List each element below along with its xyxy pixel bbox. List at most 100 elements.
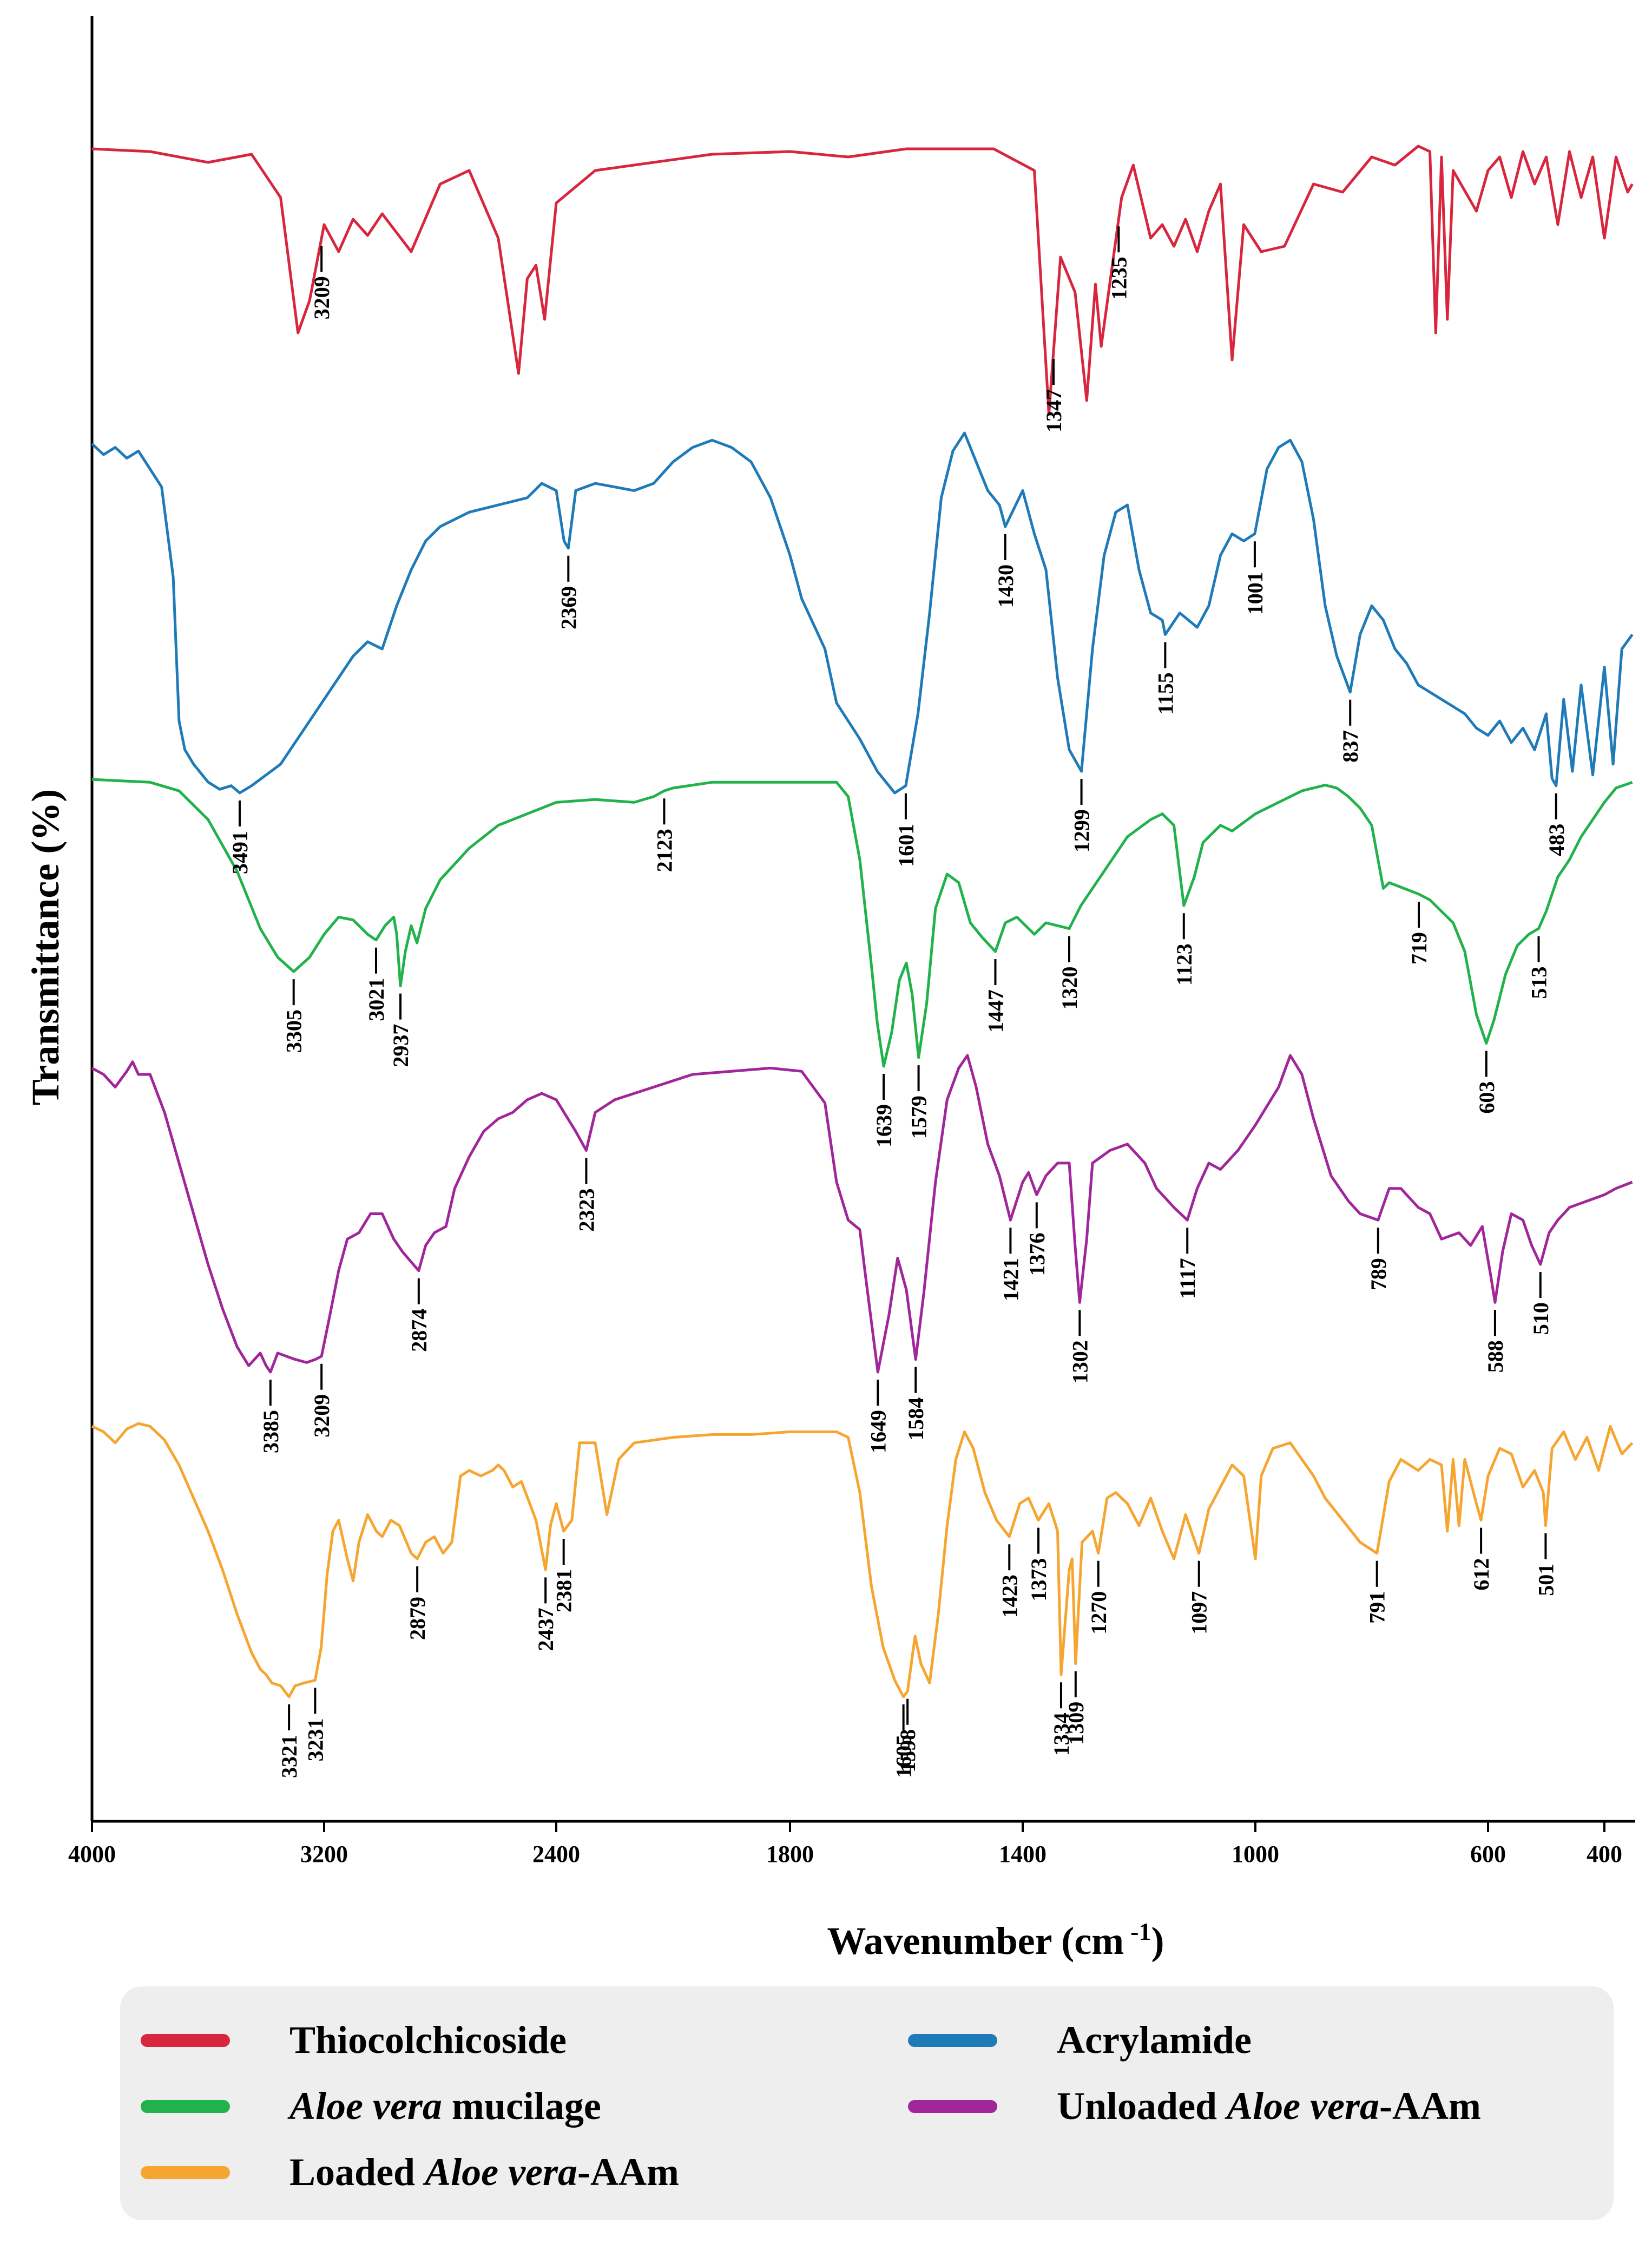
peak-label: 1334	[1049, 1713, 1074, 1756]
legend-item-aloe-vera-mucilage: Aloe vera mucilage	[141, 2084, 601, 2129]
peak-label: 1235	[1107, 257, 1131, 300]
peak-label: 510	[1529, 1302, 1553, 1335]
legend-item-unloaded-aloe-vera-aam: Unloaded Aloe vera-AAm	[908, 2084, 1481, 2129]
peak-label: 2369	[556, 586, 581, 629]
legend-label-rest: -AAm	[577, 2150, 679, 2194]
peak-label: 3209	[310, 1394, 334, 1438]
peak-label: 1117	[1175, 1258, 1200, 1299]
legend-label-loaded-aloe-vera-aam: Loaded Aloe vera-AAm	[289, 2150, 679, 2195]
peak-label: 1270	[1087, 1591, 1111, 1635]
peak-label: 3385	[259, 1410, 283, 1453]
x-tick-label: 2400	[532, 1841, 580, 1867]
legend-item-thiocolchicoside: Thiocolchicoside	[141, 2018, 567, 2063]
legend-label-italic: Aloe vera	[289, 2084, 442, 2128]
x-axis-title-base: Wavenumber (cm	[827, 1919, 1124, 1963]
peak-label: 791	[1365, 1591, 1390, 1624]
legend-swatch-acrylamide	[908, 2033, 997, 2047]
peak-label: 1601	[894, 824, 918, 867]
x-axis-title-sup: -1	[1130, 1918, 1151, 1945]
peak-label: 1421	[998, 1258, 1023, 1301]
peak-label: 3305	[282, 1009, 306, 1053]
legend-label-thiocolchicoside: Thiocolchicoside	[289, 2018, 567, 2062]
peak-label: 1447	[983, 989, 1008, 1033]
peak-label: 603	[1475, 1081, 1499, 1114]
peak-label: 1320	[1057, 967, 1082, 1010]
y-axis-title: Transmittance (%)	[24, 789, 67, 1106]
peak-label: 513	[1527, 967, 1551, 999]
peak-label: 3321	[277, 1735, 301, 1778]
series-line-acrylamide	[91, 431, 1634, 795]
legend-label-acrylamide: Acrylamide	[1057, 2018, 1252, 2062]
legend: Thiocolchicoside Acrylamide Aloe vera mu…	[120, 1986, 1614, 2220]
peak-annotations: 3209 1347 1235 3491 2369 1601 1430 1299 1155 1001…	[228, 226, 1569, 1778]
peak-label: 2437	[534, 1608, 558, 1651]
legend-swatch-loaded-aloe-vera-aam	[141, 2166, 230, 2179]
peak-label: 1605	[892, 1735, 916, 1778]
peak-label: 1155	[1153, 672, 1177, 714]
peak-label: 1649	[866, 1410, 890, 1453]
series-line-unloaded-aloe-vera-aam	[91, 1054, 1633, 1374]
peak-label: 1347	[1042, 389, 1066, 432]
series-line-aloe-vera-mucilage	[91, 778, 1633, 1068]
x-tick-label: 4000	[68, 1841, 116, 1867]
peak-label: 1001	[1243, 572, 1267, 615]
peak-label: 2123	[652, 829, 676, 872]
x-ticks: 4000 3200 2400 1800 1400 1000 600 400	[68, 1821, 1622, 1867]
x-axis-title-close: )	[1151, 1919, 1164, 1963]
peak-label: 3231	[303, 1718, 327, 1761]
legend-swatch-unloaded-aloe-vera-aam	[908, 2099, 997, 2113]
peak-label: 837	[1338, 730, 1363, 763]
peak-label: 2381	[552, 1569, 576, 1612]
peak-label: 1373	[1026, 1558, 1051, 1602]
ftir-chart: 3209 1347 1235 3491 2369 1601 1430 1299 1155 1001…	[24, 16, 1635, 1963]
peak-label: 588	[1483, 1340, 1508, 1373]
legend-swatch-thiocolchicoside	[141, 2033, 230, 2047]
peak-label: 1579	[907, 1095, 931, 1139]
legend-label-italic: Aloe vera	[425, 2150, 577, 2194]
peak-label: 1302	[1068, 1340, 1092, 1383]
peak-label: 501	[1533, 1564, 1558, 1596]
peak-label: 3491	[228, 831, 252, 874]
x-tick-label: 1400	[999, 1841, 1047, 1867]
legend-label-lead: Unloaded	[1057, 2084, 1227, 2128]
legend-label-rest: mucilage	[442, 2084, 601, 2128]
legend-item-acrylamide: Acrylamide	[908, 2018, 1252, 2063]
series-line-thiocolchicoside	[91, 145, 1634, 416]
peak-label: 1584	[904, 1397, 928, 1441]
peak-label: 1376	[1025, 1232, 1049, 1276]
peak-label: 2937	[389, 1024, 413, 1067]
peak-label: 1097	[1187, 1591, 1212, 1635]
peak-label: 483	[1544, 824, 1569, 856]
peak-label: 3209	[310, 276, 334, 319]
peak-label: 612	[1469, 1558, 1493, 1591]
peak-label: 1598	[896, 1729, 920, 1773]
peak-label: 1639	[872, 1104, 896, 1147]
peak-label: 1299	[1070, 809, 1094, 852]
legend-label-aloe-vera-mucilage: Aloe vera mucilage	[289, 2084, 601, 2129]
legend-item-loaded-aloe-vera-aam: Loaded Aloe vera-AAm	[141, 2150, 679, 2195]
legend-swatch-aloe-vera-mucilage	[141, 2099, 230, 2113]
legend-label-italic: Aloe vera	[1227, 2084, 1380, 2128]
peak-label: 789	[1366, 1258, 1391, 1290]
axes	[90, 16, 1635, 1823]
peak-label: 1423	[997, 1574, 1022, 1618]
peak-label: 1123	[1172, 943, 1196, 986]
peak-label: 2323	[574, 1189, 598, 1232]
series-line-loaded-aloe-vera-aam	[91, 1422, 1634, 1698]
x-axis-title: Wavenumber (cm -1)	[827, 1918, 1164, 1963]
peak-label: 719	[1407, 932, 1431, 965]
legend-label-lead: Loaded	[289, 2150, 425, 2194]
x-tick-label: 3200	[300, 1841, 348, 1867]
x-tick-label: 400	[1587, 1841, 1622, 1867]
peak-label: 2874	[407, 1309, 431, 1352]
peak-label: 1309	[1064, 1702, 1088, 1745]
x-tick-label: 1000	[1232, 1841, 1279, 1867]
peak-label: 2879	[405, 1597, 430, 1640]
x-tick-label: 600	[1470, 1841, 1506, 1867]
peak-label: 3021	[364, 978, 389, 1021]
legend-label-rest: -AAm	[1379, 2084, 1481, 2128]
peak-label: 1430	[993, 565, 1018, 608]
x-tick-label: 1800	[766, 1841, 814, 1867]
legend-label-unloaded-aloe-vera-aam: Unloaded Aloe vera-AAm	[1057, 2084, 1481, 2129]
series-layer	[91, 145, 1634, 1698]
